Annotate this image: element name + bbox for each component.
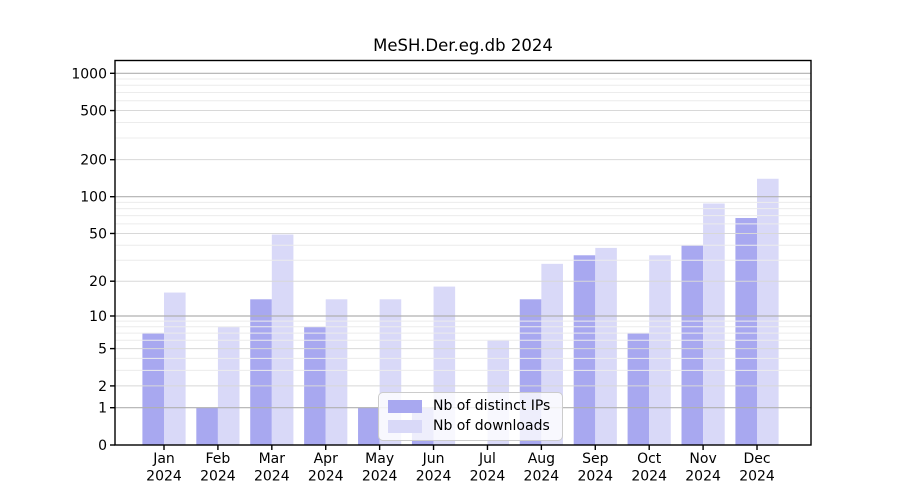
x-tick-label-month: Sep [582,451,609,467]
x-tick-label-year: 2024 [739,469,775,485]
plot-frame [114,59,812,446]
legend-swatch-downloads [388,420,422,433]
bar-sep-downloads [595,247,617,445]
bar-nov-downloads [703,203,725,445]
y-tick-label: 200 [80,153,107,169]
bar-dec-downloads [757,178,779,445]
x-tick-label-year: 2024 [631,469,667,485]
bar-oct-distinct-ips [627,333,650,445]
bar-jan-downloads [164,292,186,445]
x-tick-label-year: 2024 [254,469,290,485]
bar-mar-distinct-ips [250,299,272,445]
bar-nov-distinct-ips [681,245,704,445]
x-tick-label-month: Jan [152,451,175,467]
legend-label-downloads: Nb of downloads [433,418,550,434]
x-tick-label-month: May [365,451,394,467]
x-tick-label-year: 2024 [200,469,236,485]
x-tick-label-month: Dec [743,451,770,467]
x-tick-label-year: 2024 [470,469,506,485]
y-tick-label: 10 [89,309,107,325]
y-tick-label: 2 [98,379,107,395]
x-tick-label-month: Jul [478,451,496,467]
legend-swatch-distinct-ips [388,400,422,413]
x-tick-label-year: 2024 [524,469,560,485]
y-tick-label: 1000 [71,66,107,82]
bar-oct-downloads [649,255,671,445]
x-tick-label-month: Feb [206,451,231,467]
legend: Nb of distinct IPs Nb of downloads [378,392,564,441]
bar-sep-distinct-ips [573,255,596,445]
x-tick-label-month: Oct [637,451,662,467]
y-tick-label: 20 [89,274,107,290]
x-tick-label-year: 2024 [146,469,182,485]
x-tick-label-year: 2024 [416,469,452,485]
x-tick-label-month: Apr [314,451,338,467]
bar-mar-downloads [271,234,294,445]
bar-apr-downloads [325,299,348,445]
bar-dec-distinct-ips [735,217,758,445]
legend-item-downloads: Nb of downloads [388,419,550,434]
y-tick-label: 5 [98,342,107,358]
x-tick-label-month: Jun [422,451,445,467]
x-tick-label-month: Nov [689,451,716,467]
y-tick-label: 50 [89,226,107,242]
legend-item-distinct-ips: Nb of distinct IPs [388,399,550,414]
x-tick-label-year: 2024 [685,469,721,485]
chart-title: MeSH.Der.eg.db 2024 [373,36,553,55]
legend-label-distinct-ips: Nb of distinct IPs [433,398,551,414]
y-tick-label: 100 [80,190,107,206]
y-tick-label: 500 [80,104,107,120]
bar-feb-distinct-ips [196,407,218,445]
y-tick-label: 1 [98,401,107,417]
bar-jan-distinct-ips [142,333,164,445]
x-tick-label-year: 2024 [308,469,344,485]
x-tick-label-year: 2024 [362,469,398,485]
x-tick-label-month: Mar [259,451,286,467]
x-tick-label-year: 2024 [577,469,613,485]
x-tick-label-month: Aug [528,451,555,467]
bar-may-distinct-ips [358,407,380,445]
y-tick-label: 0 [98,438,107,454]
